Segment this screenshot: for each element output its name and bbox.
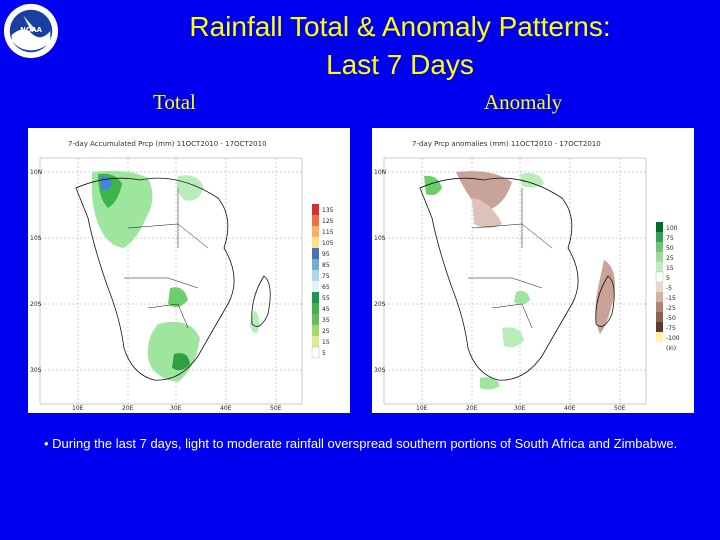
- total-colorbar-label: 15: [322, 339, 330, 346]
- total-colorbar-label: 85: [322, 262, 330, 269]
- total-colorbar-label: 35: [322, 317, 330, 324]
- total-colorbar-label: 55: [322, 295, 330, 302]
- total-colorbar-label: 135: [322, 207, 334, 214]
- total-colorbar-label: 25: [322, 328, 330, 335]
- anomaly-lon-tick: 20E: [466, 405, 478, 412]
- total-lon-tick: 30E: [170, 405, 182, 412]
- anomaly-map-panel: 7-day Prcp anomalies (mm) 11OCT2010 - 17…: [372, 128, 694, 413]
- total-lon-tick: 40E: [220, 405, 232, 412]
- anomaly-colorbar: [655, 222, 664, 342]
- noaa-logo-text: NOAA: [20, 26, 42, 34]
- anomaly-lat-tick: 20S: [374, 301, 386, 308]
- anomaly-panel-label: Anomaly: [484, 90, 563, 114]
- summary-caption: • During the last 7 days, light to moder…: [44, 436, 678, 451]
- anomaly-colorbar-label: 25: [666, 255, 674, 262]
- anomaly-lon-tick: 50E: [614, 405, 626, 412]
- total-colorbar: [311, 204, 320, 359]
- anomaly-colorbar-label: -25: [666, 305, 676, 312]
- anomaly-map: 7-day Prcp anomalies (mm) 11OCT2010 - 17…: [374, 140, 680, 412]
- total-lon-tick: 20E: [122, 405, 134, 412]
- anomaly-colorbar-label: -50: [666, 315, 676, 322]
- anomaly-colorbar-label: 5: [666, 275, 670, 282]
- total-colorbar-label: 115: [322, 229, 334, 236]
- anomaly-colorbar-label: -100: [666, 335, 680, 342]
- anomaly-colorbar-label: 50: [666, 245, 674, 252]
- anomaly-lat-tick: 30S: [374, 367, 386, 374]
- anomaly-map-header: 7-day Prcp anomalies (mm) 11OCT2010 - 17…: [412, 140, 601, 148]
- total-lon-tick: 10E: [72, 405, 84, 412]
- anomaly-lon-tick: 40E: [564, 405, 576, 412]
- total-lon-tick: 50E: [270, 405, 282, 412]
- page-title-line2: Last 7 Days: [326, 49, 474, 80]
- total-map-panel: 7-day Accumulated Prcp (mm) 11OCT2010 - …: [28, 128, 350, 413]
- total-colorbar-label: 5: [322, 350, 326, 357]
- total-colorbar-label: 65: [322, 284, 330, 291]
- anomaly-colorbar-label: 75: [666, 235, 674, 242]
- anomaly-lat-tick: 10N: [374, 169, 386, 176]
- total-colorbar-label: 75: [322, 273, 330, 280]
- total-colorbar-label: 45: [322, 306, 330, 313]
- noaa-logo: NOAA: [3, 3, 59, 59]
- anomaly-lon-tick: 10E: [416, 405, 428, 412]
- total-lat-tick: 30S: [30, 367, 42, 374]
- anomaly-colorbar-label: 100: [666, 225, 678, 232]
- anomaly-colorbar-label: 15: [666, 265, 674, 272]
- anomaly-lon-tick: 30E: [514, 405, 526, 412]
- total-panel-label: Total: [153, 90, 196, 114]
- total-lat-tick: 10N: [30, 169, 42, 176]
- total-map-header: 7-day Accumulated Prcp (mm) 11OCT2010 - …: [68, 140, 267, 148]
- total-colorbar-label: 95: [322, 251, 330, 258]
- anomaly-colorbar-unit: (in): [666, 345, 676, 352]
- page-title-line1: Rainfall Total & Anomaly Patterns:: [189, 11, 611, 42]
- total-colorbar-label: 105: [322, 240, 334, 247]
- anomaly-lat-tick: 10S: [374, 235, 386, 242]
- anomaly-colorbar-label: -15: [666, 295, 676, 302]
- anomaly-colorbar-label: -5: [666, 285, 672, 292]
- anomaly-colorbar-label: -75: [666, 325, 676, 332]
- total-colorbar-label: 125: [322, 218, 334, 225]
- total-lat-tick: 20S: [30, 301, 42, 308]
- total-lat-tick: 10S: [30, 235, 42, 242]
- total-map: 7-day Accumulated Prcp (mm) 11OCT2010 - …: [30, 140, 334, 412]
